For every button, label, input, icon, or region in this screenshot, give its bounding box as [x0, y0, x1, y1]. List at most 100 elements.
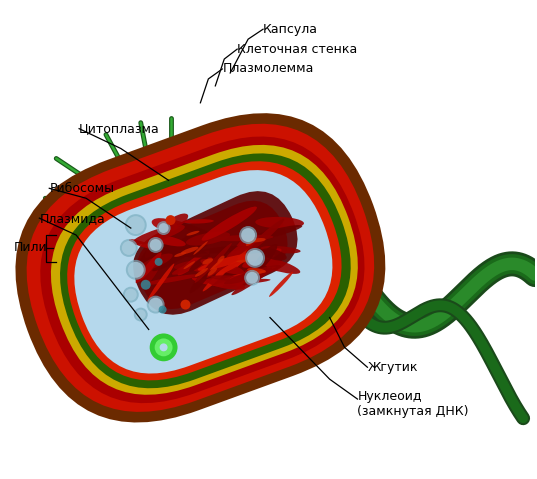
- Ellipse shape: [229, 274, 259, 282]
- Ellipse shape: [156, 334, 165, 344]
- Ellipse shape: [219, 279, 271, 285]
- FancyBboxPatch shape: [60, 153, 351, 388]
- Ellipse shape: [129, 239, 155, 249]
- Ellipse shape: [152, 235, 186, 246]
- Ellipse shape: [159, 343, 168, 352]
- Ellipse shape: [178, 251, 209, 275]
- Ellipse shape: [143, 274, 200, 285]
- Ellipse shape: [201, 206, 257, 241]
- Ellipse shape: [192, 278, 223, 286]
- Ellipse shape: [125, 214, 147, 236]
- Ellipse shape: [190, 247, 229, 293]
- Ellipse shape: [231, 267, 272, 295]
- Ellipse shape: [202, 261, 234, 291]
- Ellipse shape: [210, 259, 223, 270]
- Ellipse shape: [255, 270, 265, 274]
- Ellipse shape: [211, 275, 259, 282]
- Ellipse shape: [223, 235, 249, 271]
- Ellipse shape: [189, 255, 209, 272]
- Ellipse shape: [238, 253, 275, 261]
- FancyBboxPatch shape: [51, 145, 358, 395]
- Ellipse shape: [186, 231, 199, 236]
- Ellipse shape: [193, 241, 208, 255]
- Ellipse shape: [246, 272, 258, 284]
- Ellipse shape: [181, 247, 199, 254]
- Ellipse shape: [174, 258, 225, 270]
- Ellipse shape: [132, 225, 185, 245]
- Ellipse shape: [214, 235, 273, 241]
- Ellipse shape: [246, 254, 300, 274]
- Ellipse shape: [141, 280, 151, 290]
- Ellipse shape: [180, 300, 191, 309]
- FancyBboxPatch shape: [133, 191, 297, 315]
- Text: Рибосомы: Рибосомы: [49, 182, 114, 195]
- FancyBboxPatch shape: [137, 201, 288, 309]
- Ellipse shape: [208, 267, 217, 276]
- Ellipse shape: [160, 229, 199, 264]
- Ellipse shape: [195, 268, 208, 277]
- Text: Клеточная стенка: Клеточная стенка: [237, 43, 358, 56]
- Ellipse shape: [246, 219, 284, 253]
- Ellipse shape: [250, 238, 266, 242]
- Ellipse shape: [248, 266, 267, 285]
- Ellipse shape: [122, 241, 136, 255]
- Text: Капсула: Капсула: [263, 23, 318, 36]
- Ellipse shape: [157, 221, 171, 235]
- FancyBboxPatch shape: [74, 170, 332, 374]
- Ellipse shape: [222, 267, 276, 280]
- Ellipse shape: [241, 228, 255, 242]
- Ellipse shape: [224, 265, 281, 285]
- FancyBboxPatch shape: [67, 161, 342, 380]
- Ellipse shape: [167, 219, 212, 236]
- Ellipse shape: [226, 236, 259, 260]
- Ellipse shape: [230, 236, 255, 270]
- Ellipse shape: [140, 252, 164, 289]
- Ellipse shape: [125, 289, 137, 301]
- Ellipse shape: [202, 258, 213, 264]
- Ellipse shape: [269, 272, 293, 297]
- Ellipse shape: [239, 226, 257, 244]
- FancyBboxPatch shape: [16, 113, 386, 422]
- Ellipse shape: [186, 232, 230, 246]
- Ellipse shape: [165, 215, 176, 225]
- Ellipse shape: [150, 333, 178, 361]
- Ellipse shape: [193, 258, 240, 272]
- Ellipse shape: [198, 254, 251, 271]
- Ellipse shape: [136, 252, 162, 283]
- Ellipse shape: [158, 223, 169, 233]
- Ellipse shape: [200, 259, 244, 274]
- Ellipse shape: [152, 247, 191, 257]
- Text: Плазмида: Плазмида: [39, 212, 105, 225]
- Ellipse shape: [134, 308, 148, 321]
- Text: Цитоплазма: Цитоплазма: [79, 122, 160, 135]
- Ellipse shape: [247, 250, 263, 266]
- Ellipse shape: [155, 339, 172, 356]
- Ellipse shape: [127, 216, 145, 234]
- FancyBboxPatch shape: [27, 124, 374, 412]
- Ellipse shape: [180, 240, 209, 255]
- Ellipse shape: [245, 248, 265, 268]
- Ellipse shape: [256, 246, 275, 264]
- Ellipse shape: [207, 244, 249, 278]
- Ellipse shape: [174, 252, 186, 257]
- Ellipse shape: [244, 270, 260, 286]
- Ellipse shape: [158, 306, 166, 314]
- Ellipse shape: [155, 258, 163, 266]
- Ellipse shape: [148, 237, 164, 253]
- Ellipse shape: [261, 248, 287, 261]
- Ellipse shape: [247, 268, 266, 273]
- Ellipse shape: [246, 238, 256, 246]
- Ellipse shape: [217, 256, 224, 262]
- Ellipse shape: [215, 254, 252, 276]
- Ellipse shape: [183, 219, 214, 224]
- Ellipse shape: [139, 253, 173, 271]
- Ellipse shape: [145, 238, 163, 258]
- Ellipse shape: [206, 278, 245, 290]
- Ellipse shape: [196, 246, 248, 254]
- Text: Жгутик: Жгутик: [367, 361, 418, 374]
- Ellipse shape: [153, 238, 208, 271]
- Ellipse shape: [172, 257, 212, 275]
- Ellipse shape: [255, 217, 304, 228]
- Ellipse shape: [149, 297, 163, 311]
- Ellipse shape: [134, 235, 164, 276]
